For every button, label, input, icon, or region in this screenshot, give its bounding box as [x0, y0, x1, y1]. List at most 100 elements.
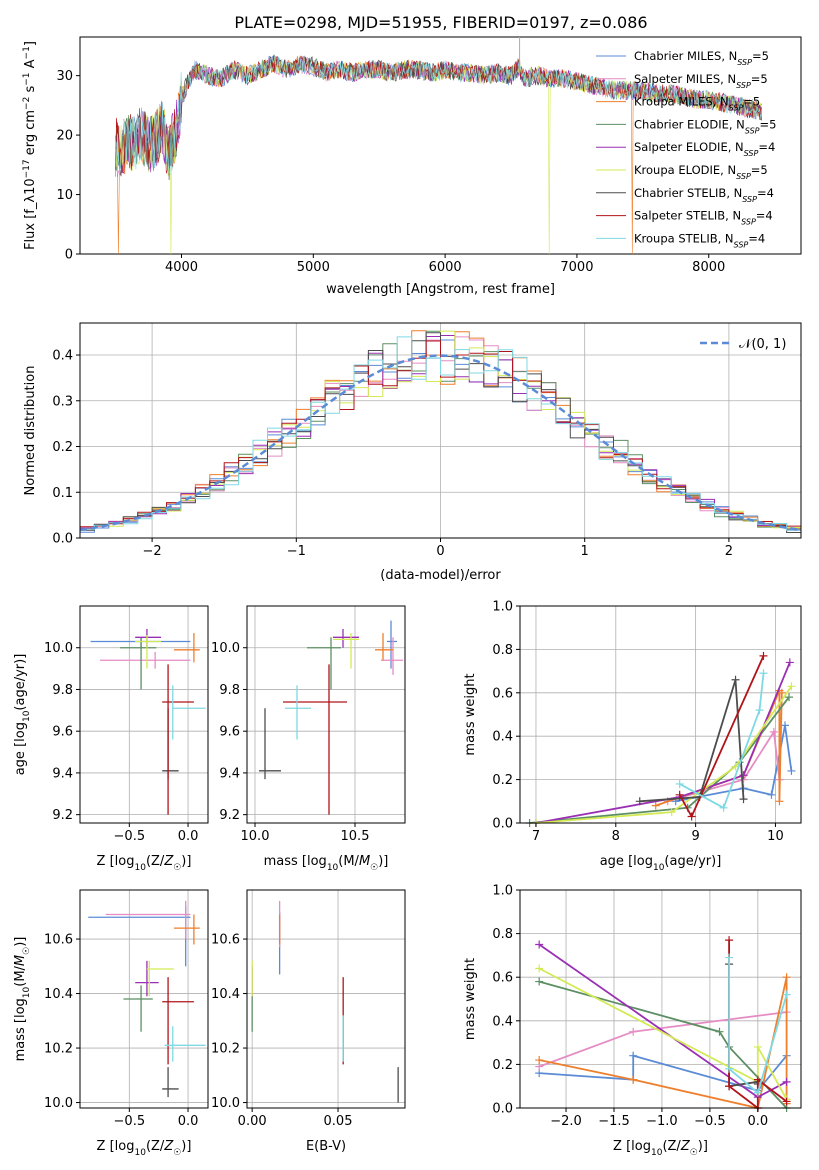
- weight-marker: [535, 964, 544, 973]
- weight-marker: [725, 936, 734, 945]
- y-tick-label: 0.8: [492, 927, 513, 942]
- weight-marker: [753, 1088, 762, 1097]
- x-tick-label: 0.0: [178, 829, 199, 844]
- weight-marker: [775, 797, 784, 806]
- weight-marker: [782, 1077, 791, 1086]
- ebv_mass-frame: 0.00 0.05 10.0 10.2 10.4 10.6: [211, 889, 406, 1129]
- x-tick-label: 1: [581, 544, 589, 559]
- spectrum-lines: [115, 37, 762, 254]
- y-tick-label: 0.4: [492, 1014, 513, 1029]
- y-tick-label: 0.8: [492, 643, 513, 658]
- weight-marker: [725, 1082, 734, 1091]
- y-tick-label: 1.0: [492, 884, 513, 899]
- histogram-steps: [79, 330, 802, 538]
- x-tick-label: 10.0: [241, 829, 270, 844]
- weight-marker: [777, 688, 786, 697]
- y-axis-label: age [log10(age/yr)]: [13, 654, 32, 776]
- y-tick-label: 0.1: [52, 486, 73, 501]
- x-tick-label: 7: [532, 829, 540, 844]
- plot-frame: [79, 605, 209, 824]
- y-tick-label: 0.4: [52, 349, 73, 364]
- legend-label: 𝒩(0, 1): [739, 337, 786, 352]
- weight-marker: [753, 1075, 762, 1084]
- ebv_mass-errorbars: [251, 900, 399, 1103]
- weight-marker: [759, 651, 768, 660]
- residuals-frame: −2 −1 0 1 2 0.0 0.1 0.2 0.3 0.4: [52, 322, 802, 559]
- y-tick-label: 30: [56, 69, 73, 84]
- weight-marker: [675, 790, 684, 799]
- y-tick-label: 10.0: [211, 1096, 240, 1111]
- y-axis-label: Flux [f_λ10−17 erg cm−2 s−1 A−1]: [22, 41, 38, 250]
- residuals-labels: (data-model)/error Normed distribution: [23, 366, 501, 583]
- y-tick-label: 0.4: [492, 730, 513, 745]
- y-tick-label: 9.2: [219, 808, 240, 823]
- y-tick-label: 9.8: [52, 683, 73, 698]
- legend-label: Kroupa STELIB, NSSP=4: [634, 231, 765, 249]
- x-axis-label: Z [log10(Z/Z☉)]: [613, 1139, 708, 1158]
- x-axis-label: Z [log10(Z/Z☉)]: [97, 1139, 192, 1158]
- x-tick-label: −1.0: [646, 1114, 678, 1129]
- weight-marker: [782, 990, 791, 999]
- y-tick-label: 10.6: [44, 933, 73, 948]
- x-tick-label: −0.5: [114, 1114, 146, 1129]
- spectrum-series-line: [115, 56, 762, 181]
- weight-marker: [675, 779, 684, 788]
- x-tick-label: 0.0: [178, 1114, 199, 1129]
- z_weight-frame: −2.0 −1.5 −1.0 −0.5 0.0 0.0 0.2 0.4 0.6 0.8 1.0: [492, 884, 802, 1129]
- z_mass-frame: −0.5 0.0 10.0 10.2 10.4 10.6: [44, 889, 209, 1129]
- y-axis-label: mass [log10(M/M☉)]: [13, 937, 32, 1062]
- weight-marker: [629, 1027, 638, 1036]
- residual-legend: 𝒩(0, 1): [700, 337, 786, 352]
- plot-frame: [519, 889, 802, 1109]
- plot-frame: [519, 605, 802, 824]
- x-axis-label: age [log10(age/yr)]: [600, 854, 722, 873]
- weight-series-line: [535, 662, 791, 824]
- y-tick-label: 10: [56, 188, 73, 203]
- weight-marker: [767, 790, 776, 799]
- ebv_mass-labels: E(B-V): [306, 1139, 346, 1154]
- mass_age-errorbars: [259, 620, 403, 815]
- spectrum-frame: 4000 5000 6000 7000 8000 0 10 20 30: [56, 36, 802, 275]
- weight-series-line: [679, 673, 765, 810]
- normal-curve: [79, 354, 802, 532]
- x-axis-label: Z [log10(Z/Z☉)]: [97, 854, 192, 873]
- weight-marker: [785, 658, 794, 667]
- y-tick-label: 0.2: [52, 440, 73, 455]
- y-tick-label: 9.4: [52, 766, 73, 781]
- weight-marker: [687, 812, 696, 821]
- legend-label: Salpeter ELODIE, NSSP=4: [634, 140, 775, 158]
- weight-marker: [787, 682, 796, 691]
- weight-series-line: [667, 729, 781, 803]
- spectrum-labels: wavelength [Angstrom, rest frame] Flux [f…: [22, 41, 555, 297]
- x-tick-label: 0: [436, 544, 444, 559]
- y-tick-label: 0.3: [52, 394, 73, 409]
- weight-marker: [535, 977, 544, 986]
- y-tick-label: 0.0: [492, 1102, 513, 1117]
- weight-marker: [725, 953, 734, 962]
- x-tick-label: −2.0: [550, 1114, 582, 1129]
- y-axis-label: mass weight: [463, 673, 478, 755]
- x-axis-label: (data-model)/error: [380, 568, 501, 583]
- histogram-series: [79, 336, 801, 538]
- legend-label: Chabrier MILES, NSSP=5: [634, 49, 769, 67]
- y-tick-label: 10.0: [44, 1096, 73, 1111]
- z_age-frame: −0.5 0.0 9.2 9.4 9.6 9.8 10.0: [44, 605, 209, 844]
- x-axis-label: E(B-V): [306, 1139, 346, 1154]
- x-axis-label: mass [log10(M/M☉)]: [264, 854, 389, 873]
- legend-label: Chabrier STELIB, NSSP=4: [634, 186, 774, 204]
- age_weight-labels: age [log10(age/yr)] mass weight: [463, 673, 721, 873]
- y-tick-label: 0.6: [492, 686, 513, 701]
- plot-frame: [246, 605, 406, 824]
- y-tick-label: 0.0: [492, 817, 513, 832]
- y-tick-label: 9.2: [52, 808, 73, 823]
- x-tick-label: 0.0: [747, 1114, 768, 1129]
- x-tick-label: 5000: [297, 260, 330, 275]
- weight-marker: [635, 797, 644, 806]
- y-tick-label: 0.6: [492, 971, 513, 986]
- weight-marker: [787, 766, 796, 775]
- z_weight-lines: [535, 936, 791, 1112]
- x-tick-label: 8: [612, 829, 620, 844]
- weight-marker: [535, 940, 544, 949]
- y-tick-label: 10.4: [44, 987, 73, 1002]
- y-tick-label: 9.6: [219, 725, 240, 740]
